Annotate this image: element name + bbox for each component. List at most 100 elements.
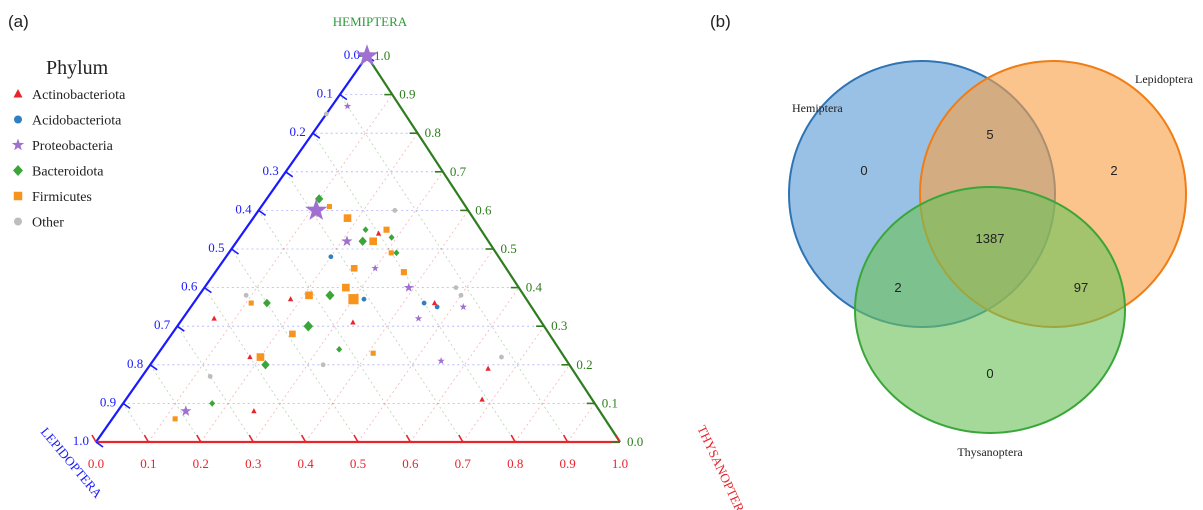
data-point-firmicutes: [342, 283, 350, 292]
grid-line: [305, 210, 469, 443]
top-axis-label: HEMIPTERA: [333, 14, 408, 29]
data-point-proteobacteria: [341, 235, 353, 246]
bottom-tick: [300, 434, 307, 443]
bottom-tick-label: 0.7: [455, 456, 472, 471]
data-point-proteobacteria: [180, 405, 192, 416]
legend-item-other: Other: [14, 216, 64, 231]
data-point-firmicutes: [343, 214, 352, 222]
legend-item-firmicutes: Firmicutes: [13, 190, 92, 205]
legend-title: Phylum: [46, 57, 109, 79]
legend-label: Firmicutes: [32, 190, 92, 205]
data-point-firmicutes: [383, 226, 390, 233]
data-point-proteobacteria: [355, 44, 379, 66]
data-point-firmicutes: [326, 203, 332, 210]
bottom-tick-label: 0.0: [88, 456, 104, 471]
data-point-firmicutes: [369, 237, 377, 246]
data-point-firmicutes: [256, 353, 265, 361]
venn-count-hemiptera-lepidoptera: 5: [986, 127, 993, 142]
left-tick: [176, 325, 185, 332]
data-point-other: [392, 208, 398, 213]
grid-line: [149, 364, 202, 443]
grid-line: [285, 171, 464, 443]
right-tick-label: 0.1: [602, 395, 618, 410]
data-point-acidobacteriota: [361, 296, 367, 302]
bottom-tick: [405, 434, 412, 443]
bottom-tick: [562, 434, 569, 443]
legend-marker-firmicutes: [13, 191, 23, 201]
venn-set-label-lepidoptera: Lepidoptera: [1135, 72, 1194, 86]
bottom-tick-label: 0.6: [402, 456, 419, 471]
right-tick-label: 0.4: [526, 280, 543, 295]
left-tick-label: 0.8: [127, 356, 143, 371]
venn-count-only-lepidoptera: 2: [1110, 163, 1117, 178]
data-point-bacteroidota: [209, 400, 216, 407]
panel-label-b: (b): [710, 12, 731, 31]
left-tick-label: 0.3: [262, 163, 278, 178]
data-point-acidobacteriota: [328, 254, 334, 260]
data-point-firmicutes: [400, 269, 407, 276]
data-point-proteobacteria: [403, 282, 414, 292]
data-point-firmicutes: [172, 416, 178, 422]
legend-marker-bacteroidota: [13, 165, 23, 176]
data-point-acidobacteriota: [421, 300, 427, 306]
bottom-tick-label: 0.8: [507, 456, 523, 471]
venn-set-label-thysanoptera: Thysanoptera: [957, 445, 1023, 459]
left-tick: [122, 402, 131, 410]
right-tick-label: 0.6: [475, 202, 492, 217]
legend-label: Other: [32, 216, 64, 231]
data-point-other: [499, 354, 504, 360]
venn-count-only-hemiptera: 0: [860, 163, 867, 178]
data-point-actinobacteriota: [251, 408, 257, 414]
bottom-tick-label: 0.4: [297, 456, 314, 471]
left-tick: [285, 171, 294, 178]
legend-item-acidobacteriota: Acidobacteriota: [14, 114, 122, 129]
right-tick-label: 0.2: [576, 357, 592, 372]
grid-line: [312, 132, 516, 443]
venn-diagram: Hemiptera Lepidoptera Thysanoptera 0 2 5…: [788, 60, 1194, 459]
data-point-bacteroidota: [325, 290, 335, 301]
bottom-tick: [615, 434, 621, 443]
grid-line: [258, 210, 411, 443]
right-tick-label: 1.0: [374, 48, 390, 63]
venn-count-lepidoptera-thysanoptera: 97: [1074, 280, 1088, 295]
left-tick: [95, 441, 104, 448]
bottom-tick: [91, 434, 97, 443]
right-tick-label: 0.0: [627, 434, 643, 449]
data-point-actinobacteriota: [247, 354, 253, 360]
data-point-proteobacteria: [343, 102, 352, 110]
data-point-actinobacteriota: [287, 296, 294, 302]
data-point-proteobacteria: [437, 357, 445, 365]
data-point-other: [453, 285, 459, 290]
data-point-firmicutes: [248, 300, 254, 306]
legend-marker-proteobacteria: [11, 138, 25, 151]
grid-line: [231, 248, 359, 443]
bottom-tick: [458, 434, 464, 443]
bottom-tick-label: 0.1: [140, 456, 156, 471]
grid-line: [567, 403, 596, 443]
data-point-actinobacteriota: [375, 230, 382, 236]
grid-line: [204, 287, 306, 443]
data-point-actinobacteriota: [211, 315, 217, 321]
left-tick-label: 0.1: [317, 86, 333, 101]
data-point-bacteroidota: [263, 298, 271, 308]
bottom-tick-label: 0.9: [559, 456, 575, 471]
data-point-firmicutes: [350, 264, 358, 272]
ternary-ticks: 0.0 1.0 0.0 0.1 0.9 0.1 0.2 0.8 0.2 0.3 0.7 0.3 0.4 0…: [73, 47, 644, 471]
data-point-bacteroidota: [303, 320, 314, 332]
data-point-proteobacteria: [414, 314, 423, 322]
bottom-tick: [196, 434, 202, 443]
left-tick-label: 1.0: [73, 433, 89, 448]
legend: Phylum Actinobacteriota Acidobacteriota Pr…: [11, 57, 126, 231]
ternary-points: [172, 44, 504, 422]
data-point-other: [323, 111, 329, 117]
venn-set-label-hemiptera: Hemiptera: [792, 101, 843, 115]
left-tick-label: 0.0: [344, 47, 360, 62]
bottom-tick-label: 0.5: [350, 456, 366, 471]
legend-label: Acidobacteriota: [32, 114, 122, 129]
legend-marker-acidobacteriota: [14, 115, 22, 124]
venn-circle-thysanoptera: [854, 186, 1126, 434]
bottom-tick: [143, 434, 150, 443]
data-point-other: [458, 292, 464, 298]
legend-label: Proteobacteria: [32, 139, 114, 154]
data-point-proteobacteria: [371, 264, 379, 272]
